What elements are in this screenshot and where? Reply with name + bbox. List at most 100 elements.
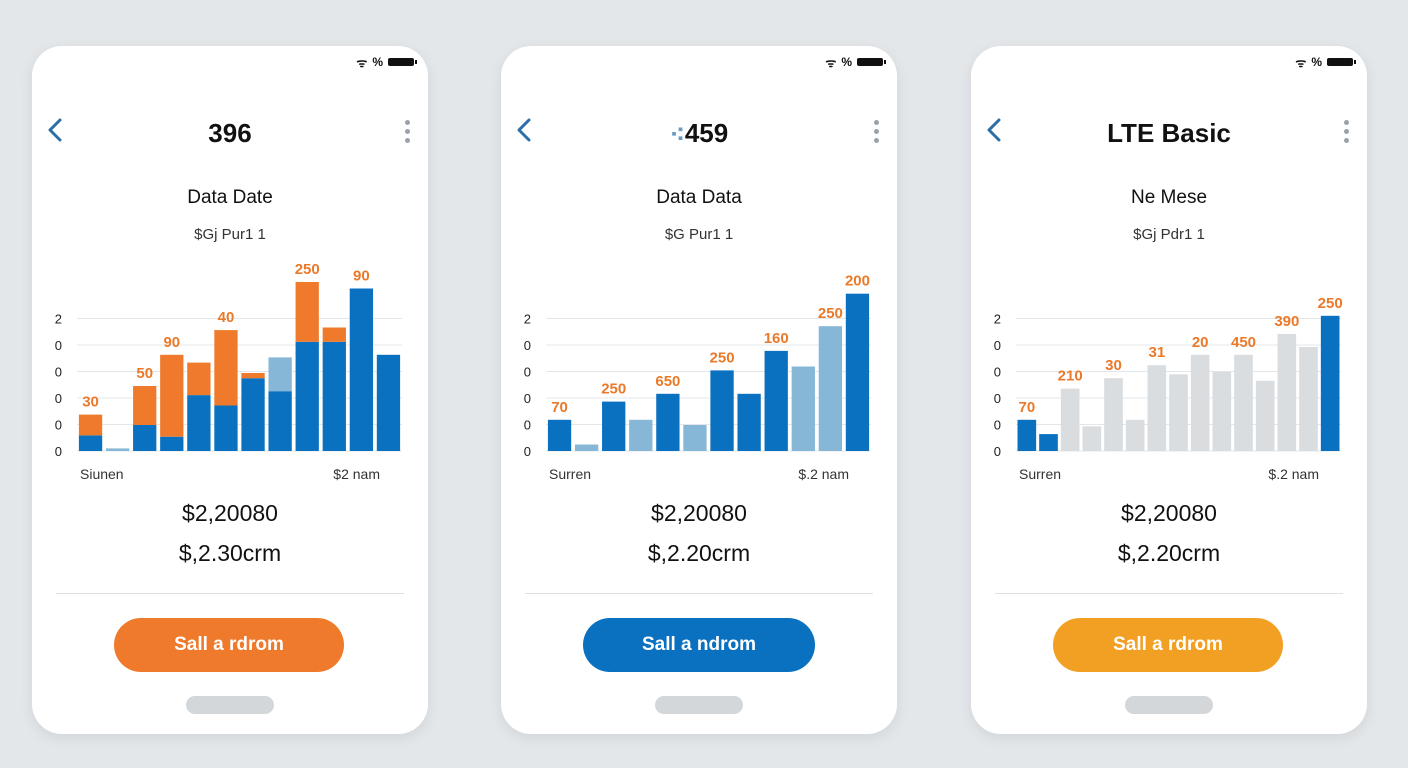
bar — [1277, 334, 1297, 451]
battery-icon — [388, 58, 417, 66]
battery-percent: % — [372, 55, 383, 69]
sell-button[interactable]: Sall a ndrom — [583, 618, 815, 672]
bar — [764, 350, 788, 451]
y-tick-label: 0 — [994, 391, 1001, 406]
page-title: LTE Basic — [971, 118, 1367, 149]
title-text: LTE Basic — [1107, 118, 1231, 148]
bar — [656, 393, 680, 451]
chevron-left-icon — [987, 118, 1001, 142]
back-button[interactable] — [515, 116, 533, 150]
y-tick-label: 2 — [994, 312, 1001, 327]
phone-card-2: ᯤ % ⁖459 Data Data $G Pur1 1 0 0 0 0 0 2 70 250… — [501, 46, 897, 734]
price-label: $Gj Pdr1 1 — [1133, 226, 1205, 243]
title-icon: ⁖ — [669, 122, 685, 147]
x-start-label: Surren — [1019, 466, 1061, 482]
y-tick-label: 0 — [994, 338, 1001, 353]
more-button[interactable] — [1344, 120, 1349, 143]
bar — [574, 444, 599, 451]
bar — [214, 405, 238, 451]
y-tick-label: 0 — [524, 391, 531, 406]
bar — [268, 391, 292, 451]
page-title: ⁖459 — [501, 118, 897, 149]
data-label: 40 — [218, 309, 235, 326]
battery-icon — [857, 58, 886, 66]
bar — [105, 448, 130, 451]
data-label: 20 — [1192, 334, 1209, 351]
more-button[interactable] — [874, 120, 879, 143]
battery-icon — [1327, 58, 1356, 66]
data-label: 210 — [1058, 368, 1083, 385]
bar — [845, 293, 870, 451]
bar — [1234, 354, 1253, 451]
data-label: 30 — [1105, 357, 1122, 374]
bar — [160, 436, 184, 451]
data-label: 160 — [764, 330, 789, 347]
bar-segment — [187, 362, 211, 396]
bar — [78, 435, 103, 451]
bar — [818, 326, 843, 451]
x-end-label: $2 nam — [333, 466, 380, 482]
bar — [1169, 374, 1188, 451]
bar — [349, 288, 374, 451]
y-tick-label: 0 — [524, 365, 531, 380]
back-button[interactable] — [46, 116, 64, 150]
bar — [1017, 419, 1037, 451]
bar — [1190, 354, 1210, 451]
home-indicator[interactable] — [655, 696, 743, 714]
bar — [1104, 378, 1123, 451]
bar — [1255, 380, 1275, 451]
data-label: 250 — [710, 349, 735, 366]
bar-segment — [133, 386, 157, 425]
data-label: 50 — [136, 365, 153, 382]
bar — [1299, 347, 1318, 451]
sell-button[interactable]: Sall a rdrom — [114, 618, 344, 672]
phone-card-1: ᯤ % 396 Data Date $Gj Pur1 1 0 0 0 0 0 2 30 50 9… — [32, 46, 428, 734]
y-tick-label: 0 — [524, 444, 531, 459]
y-tick-label: 2 — [524, 312, 531, 327]
total-secondary: $,2.20crm — [1117, 540, 1221, 566]
home-indicator[interactable] — [1125, 696, 1213, 714]
x-end-label: $.2 nam — [798, 466, 849, 482]
data-label: 650 — [655, 373, 680, 390]
total-secondary: $,2.20crm — [647, 540, 751, 566]
more-button[interactable] — [405, 120, 410, 143]
bar-chart: 0 0 0 0 0 2 70 210 30 31 20 450 390 250 Surren $.2 nam — [994, 295, 1343, 482]
total-primary: $2,20080 — [1121, 500, 1217, 526]
bar — [547, 419, 572, 451]
bar — [737, 393, 761, 451]
back-button[interactable] — [985, 116, 1003, 150]
y-tick-label: 0 — [55, 444, 62, 459]
y-tick-label: 0 — [55, 338, 62, 353]
x-start-label: Surren — [549, 466, 591, 482]
x-end-label: $.2 nam — [1268, 466, 1319, 482]
bar — [241, 378, 265, 451]
bar-segment — [78, 414, 103, 436]
phone-card-3: ᯤ % LTE Basic Ne Mese $Gj Pdr1 1 0 0 0 0 0 2 7… — [971, 46, 1367, 734]
kebab-menu-icon — [405, 120, 410, 125]
home-indicator[interactable] — [186, 696, 274, 714]
page-title: 396 — [32, 118, 428, 149]
y-tick-label: 0 — [994, 444, 1001, 459]
status-bar: ᯤ % — [825, 54, 886, 70]
bar — [1125, 419, 1145, 451]
divider — [995, 593, 1343, 594]
price-label: $G Pur1 1 — [664, 226, 734, 243]
data-label: 31 — [1148, 344, 1165, 361]
y-tick-label: 0 — [55, 418, 62, 433]
total-primary: $2,20080 — [182, 500, 278, 526]
y-tick-label: 0 — [55, 391, 62, 406]
status-bar: ᯤ % — [356, 54, 417, 70]
bar — [1212, 371, 1232, 451]
wifi-icon: ᯤ — [356, 55, 368, 70]
y-tick-label: 0 — [524, 338, 531, 353]
total-secondary: $,2.30crm — [178, 540, 282, 566]
bar — [376, 354, 401, 451]
y-tick-label: 0 — [524, 418, 531, 433]
y-tick-label: 0 — [994, 418, 1001, 433]
divider — [525, 593, 873, 594]
bar-segment — [214, 330, 238, 406]
wifi-icon: ᯤ — [825, 55, 837, 70]
battery-percent: % — [1311, 55, 1322, 69]
sell-button[interactable]: Sall a rdrom — [1053, 618, 1283, 672]
